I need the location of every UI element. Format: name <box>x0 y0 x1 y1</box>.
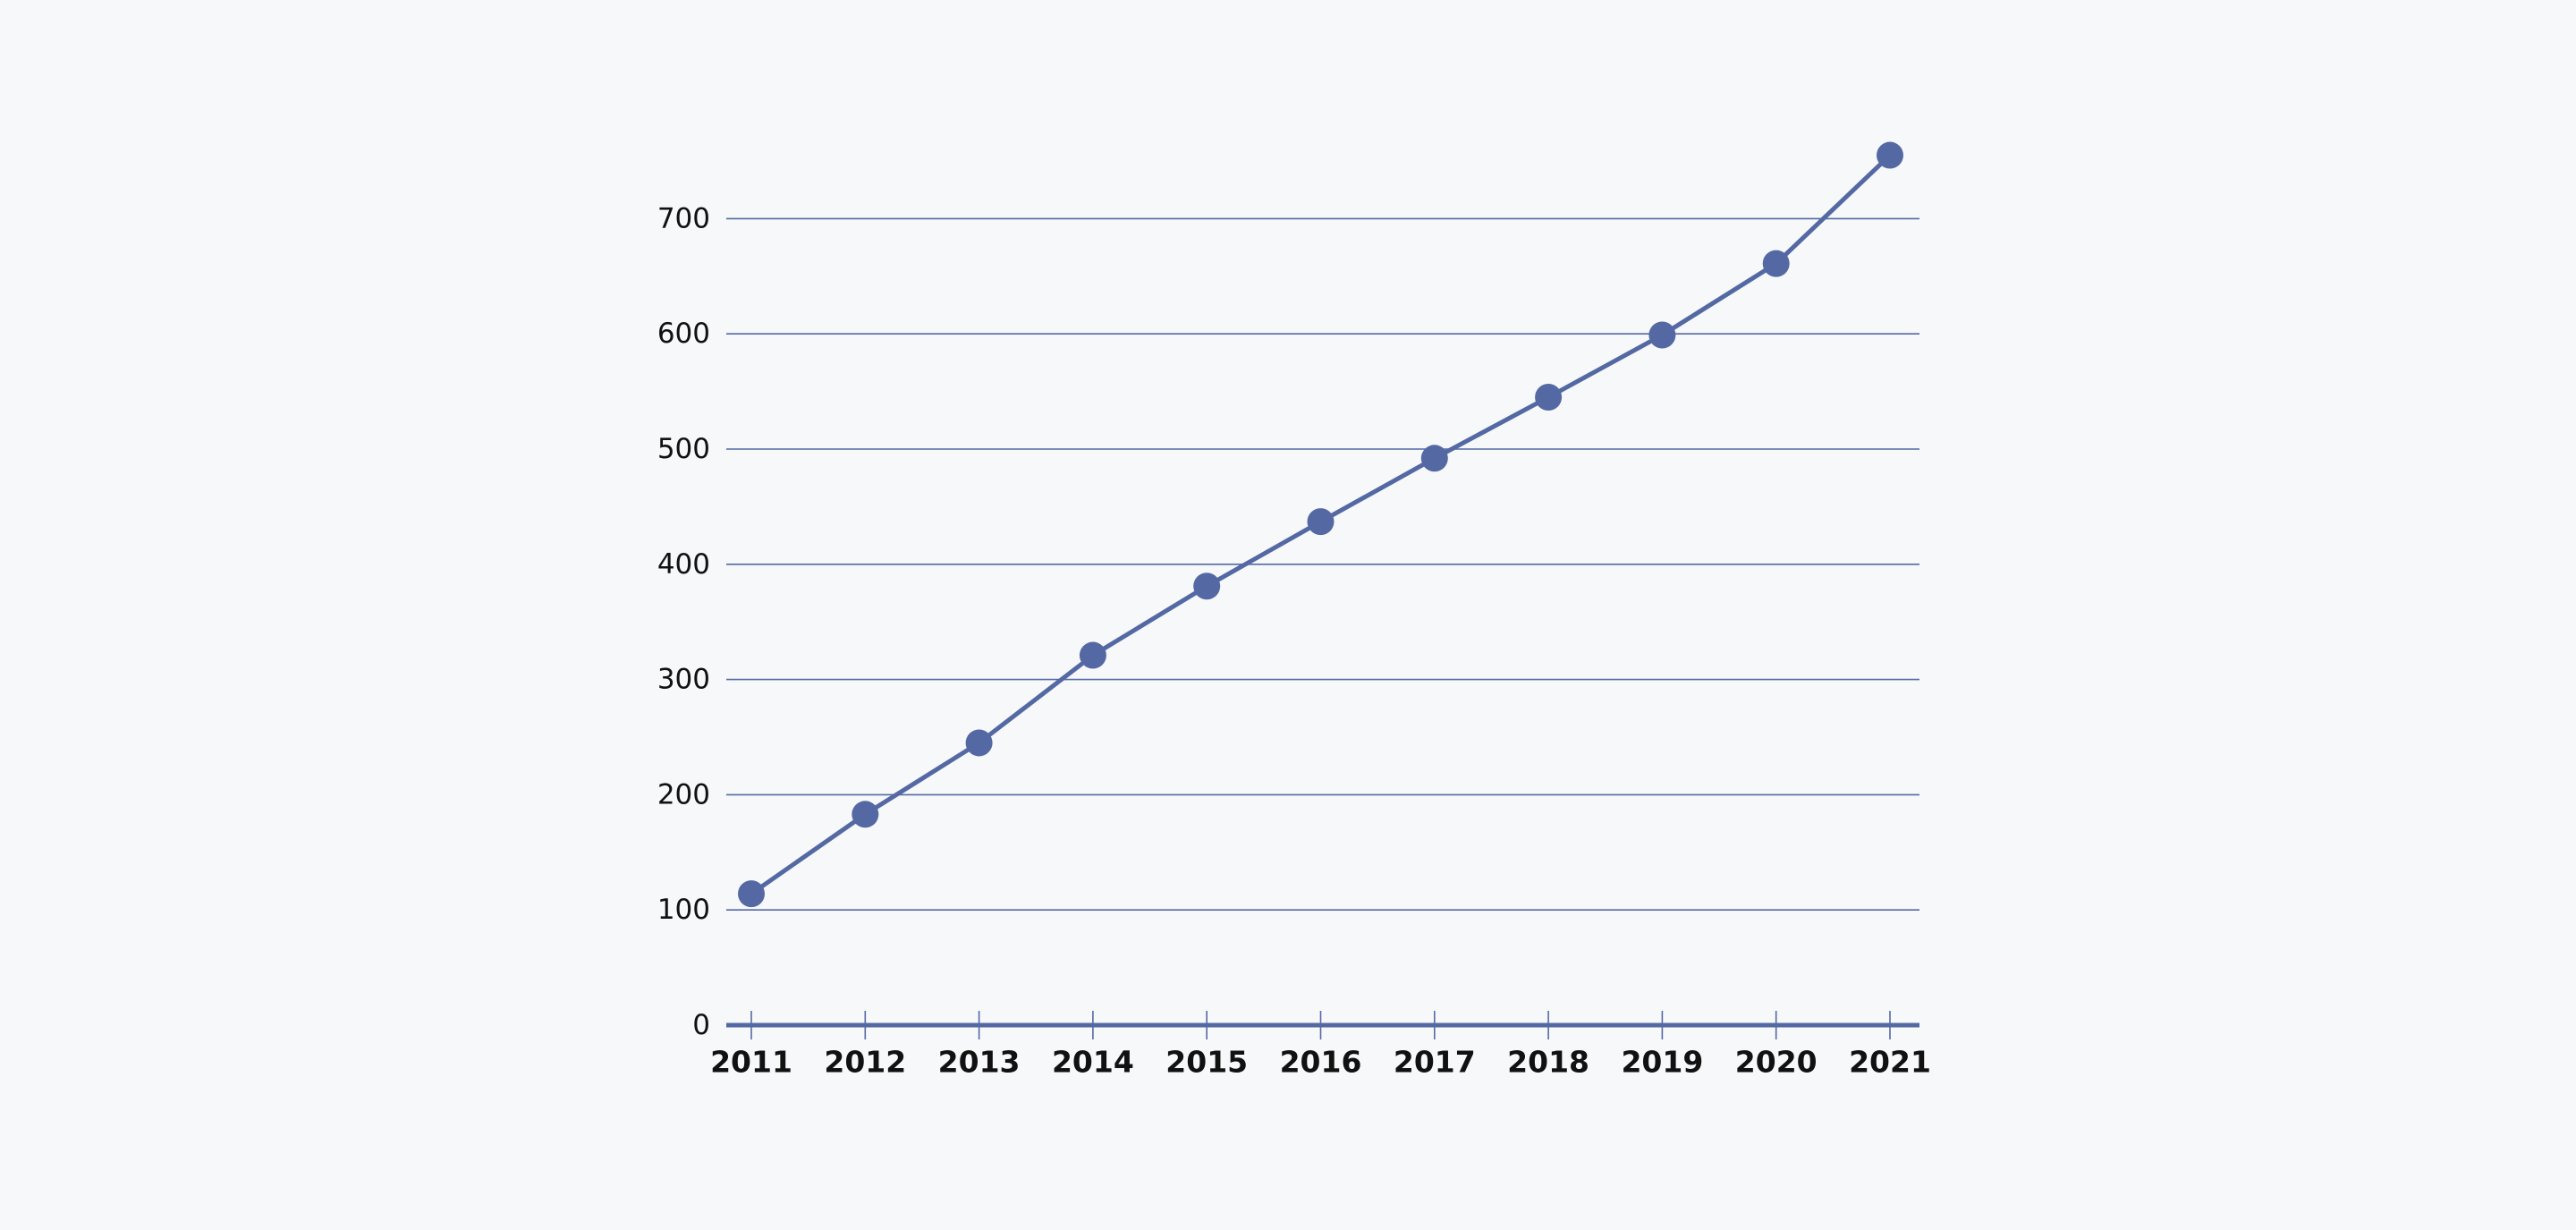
x-tick-label: 2020 <box>1735 1045 1818 1080</box>
grid-layer <box>726 217 1919 912</box>
x-tick-label: 2019 <box>1621 1045 1703 1080</box>
data-point <box>1193 573 1221 600</box>
y-tick-label: 300 <box>657 664 710 696</box>
y-tick-label: 700 <box>657 202 710 234</box>
y-tick-label: 0 <box>692 1009 710 1041</box>
series-group <box>738 141 1903 908</box>
x-tick-label: 2018 <box>1507 1045 1589 1080</box>
y-tick-label: 200 <box>657 778 710 810</box>
x-tick-label: 2013 <box>938 1045 1021 1080</box>
x-tick-label: 2011 <box>710 1045 792 1080</box>
data-point <box>738 880 765 908</box>
x-tick-label: 2021 <box>1849 1045 1931 1080</box>
x-tick-label: 2015 <box>1165 1045 1248 1080</box>
data-point <box>1648 321 1676 349</box>
data-point <box>965 729 993 757</box>
x-tick-label: 2017 <box>1394 1045 1476 1080</box>
y-axis: 0 100 200 300 400 500 600 700 <box>657 202 710 1041</box>
data-point <box>1762 250 1790 277</box>
x-tick-label: 2016 <box>1280 1045 1362 1080</box>
x-axis-labels: 2011 2012 2013 2014 2015 2016 2017 2018 2019 2020… <box>710 1045 1931 1080</box>
y-tick-label: 500 <box>657 433 710 465</box>
x-tick-label: 2014 <box>1052 1045 1134 1080</box>
data-point <box>852 801 879 828</box>
data-point <box>1307 508 1335 536</box>
data-point <box>1535 384 1563 411</box>
data-point <box>1079 641 1106 669</box>
y-tick-label: 400 <box>657 548 710 581</box>
data-point <box>1877 141 1903 169</box>
x-axis <box>726 1011 1919 1039</box>
x-tick-label: 2012 <box>824 1045 906 1080</box>
y-tick-label: 600 <box>657 318 710 350</box>
y-tick-label: 100 <box>657 894 710 926</box>
data-point <box>1420 445 1448 472</box>
